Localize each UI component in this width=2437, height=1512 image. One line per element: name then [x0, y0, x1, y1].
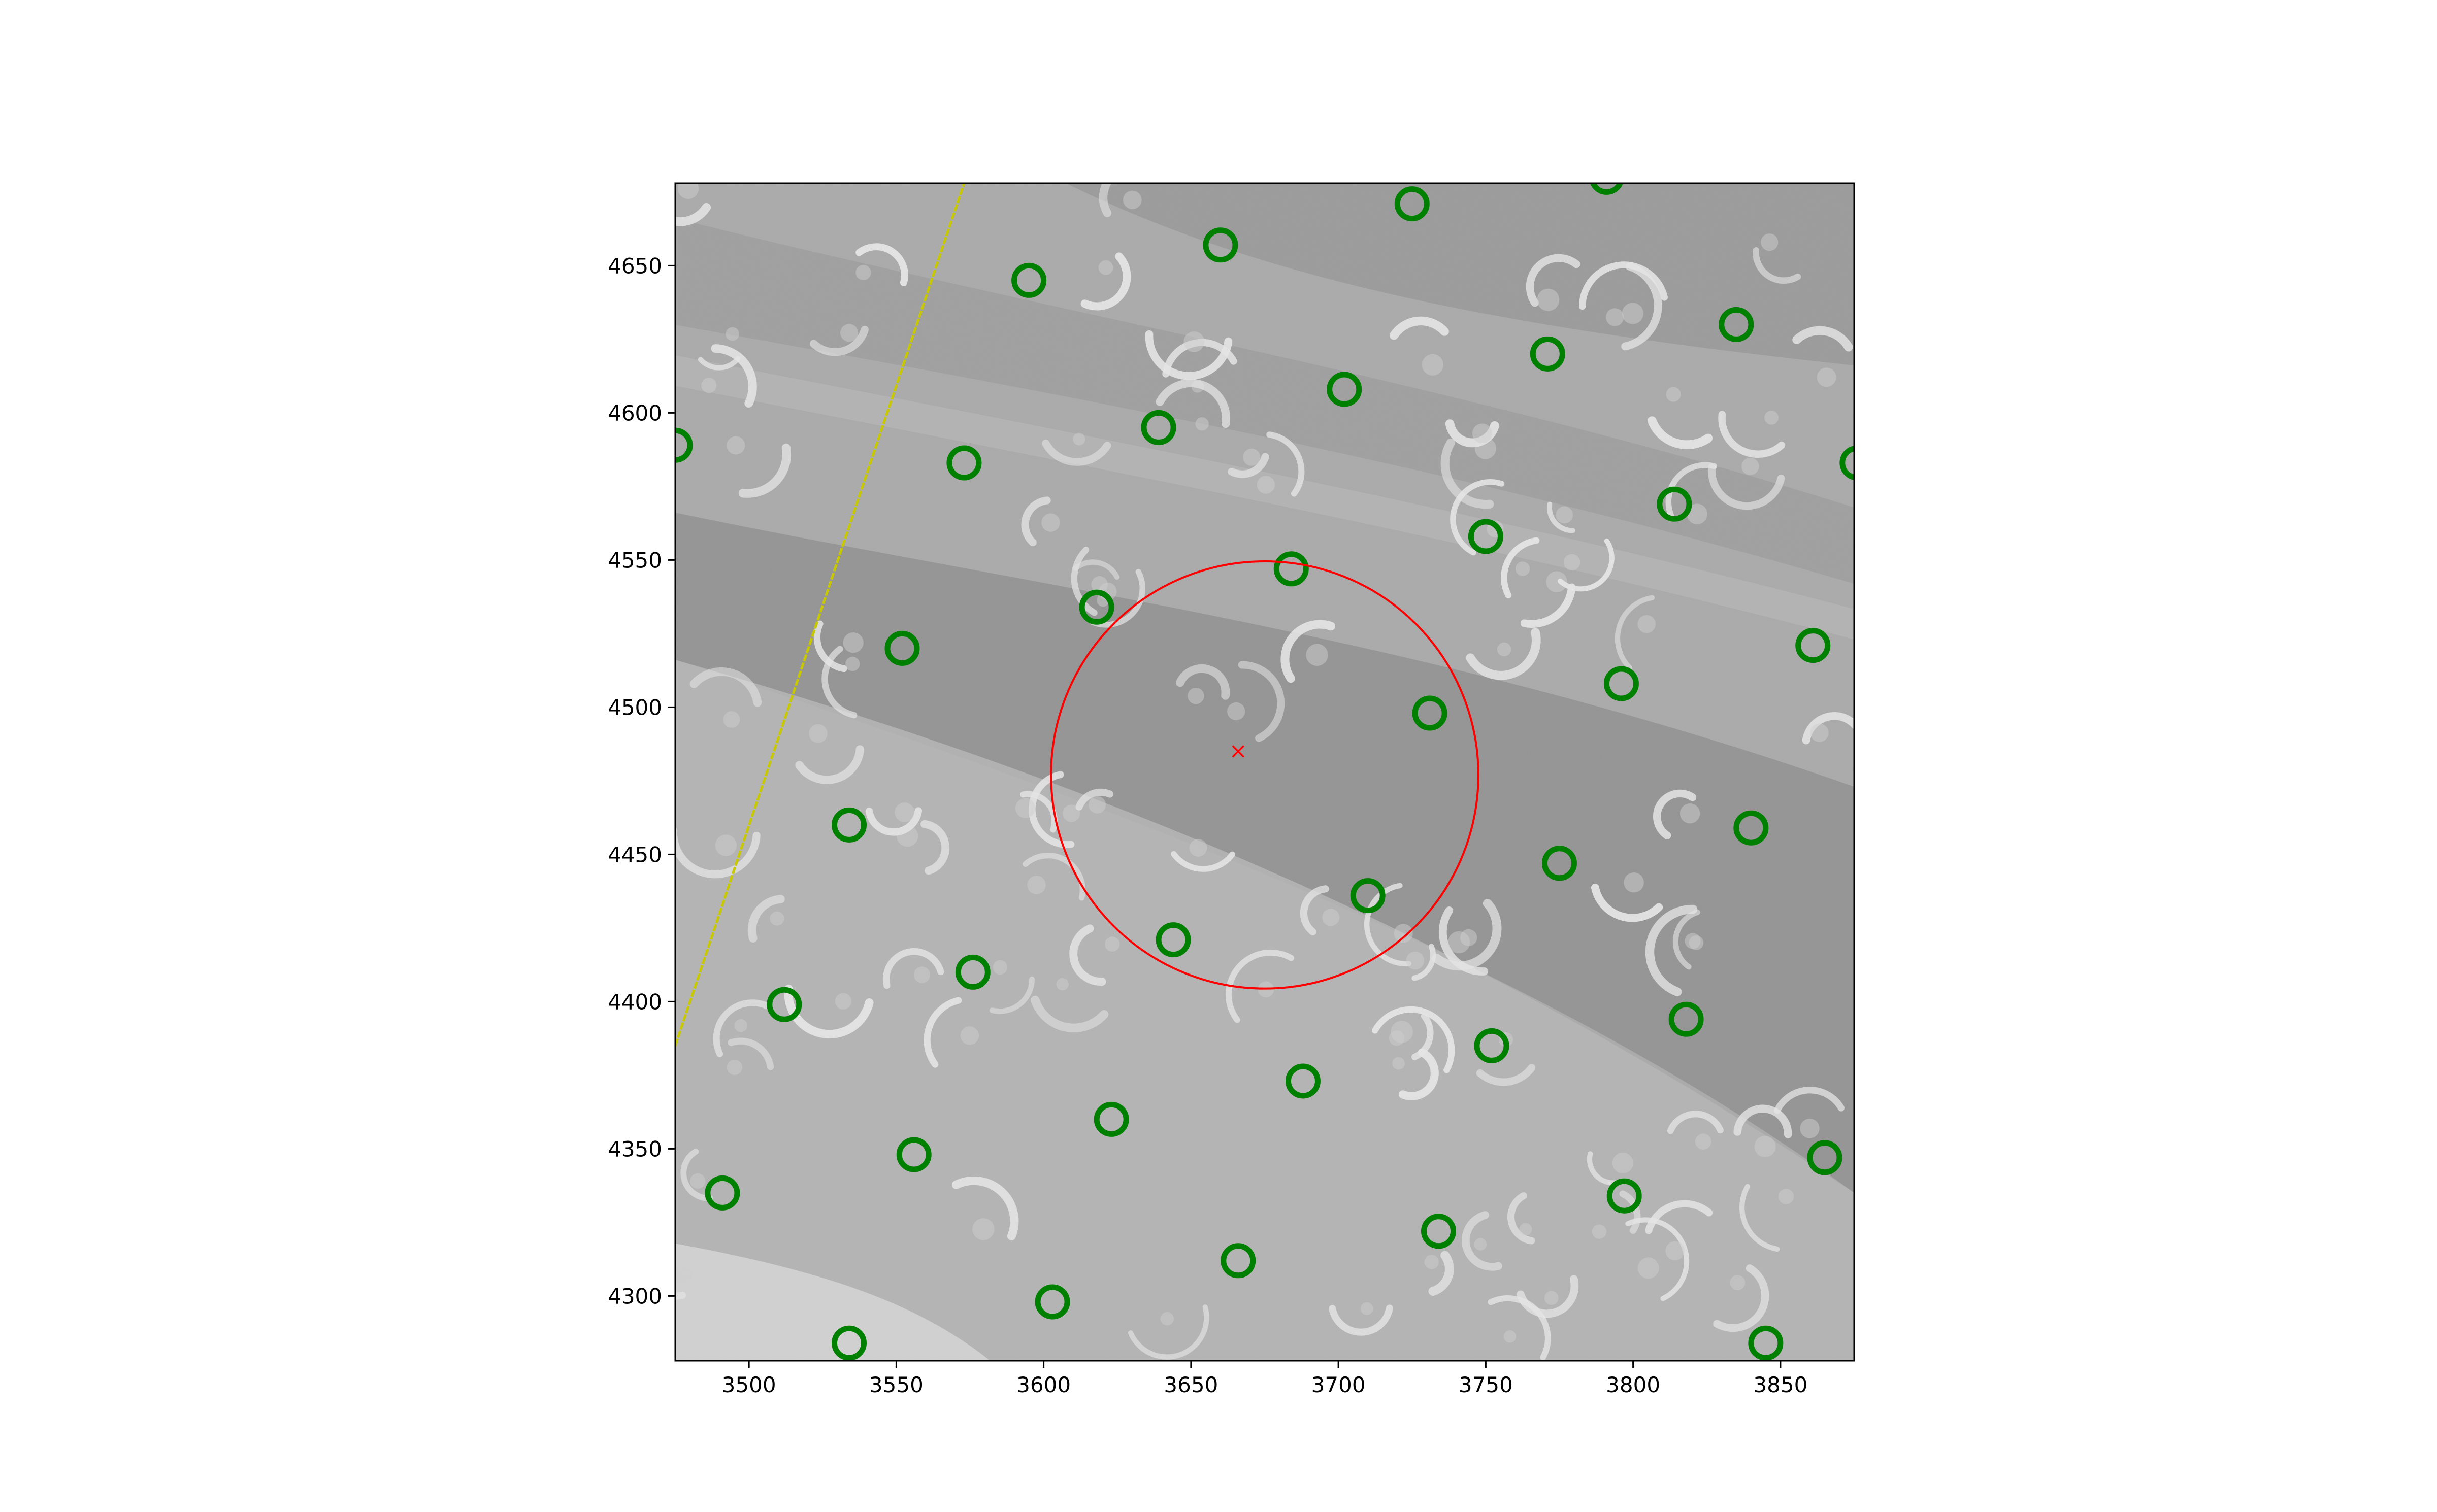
particle-marker — [1839, 446, 1854, 480]
particle-marker — [1657, 486, 1692, 522]
particle-marker — [675, 427, 693, 463]
axes-frame — [674, 182, 1855, 1362]
particle-marker — [1795, 628, 1831, 663]
particle-marker — [1474, 1028, 1509, 1063]
y-tick-label: 4400 — [608, 989, 662, 1014]
particle-marker — [1285, 1063, 1321, 1099]
particle-marker — [1203, 227, 1238, 263]
particle-marker — [705, 1175, 740, 1211]
x-tick-label: 3850 — [1753, 1372, 1807, 1397]
particle-marker — [1603, 666, 1639, 701]
particle-marker — [1421, 1214, 1456, 1249]
particle-marker — [1542, 846, 1577, 881]
particle-marker — [896, 1137, 932, 1172]
particle-marker — [946, 445, 982, 481]
particle-marker — [1412, 695, 1447, 731]
particle-marker — [1273, 551, 1309, 587]
particle-marker — [1733, 810, 1769, 846]
target-circle — [1050, 560, 1479, 990]
particle-marker — [1141, 410, 1176, 445]
particle-marker — [1035, 1284, 1070, 1320]
x-tick-label: 3750 — [1459, 1372, 1513, 1397]
x-tick-label: 3600 — [1016, 1372, 1071, 1397]
center-x-marker — [1232, 745, 1244, 758]
particle-marker — [1807, 1140, 1842, 1175]
particle-marker — [1327, 372, 1362, 407]
particle-marker — [1394, 186, 1430, 222]
y-tick-label: 4550 — [608, 548, 662, 573]
particle-marker — [767, 987, 802, 1022]
x-tick-label: 3550 — [869, 1372, 924, 1397]
particle-marker — [1748, 1325, 1784, 1361]
particle-marker — [1530, 336, 1565, 372]
y-tick-label: 4600 — [608, 400, 662, 425]
particle-marker — [1590, 183, 1623, 195]
overlay-markers — [675, 183, 1854, 1361]
particle-marker — [1350, 878, 1386, 914]
y-tick-label: 4650 — [608, 253, 662, 278]
particle-marker — [1468, 519, 1503, 554]
particle-marker — [955, 954, 991, 990]
x-tick-label: 3800 — [1606, 1372, 1660, 1397]
x-tick-label: 3700 — [1311, 1372, 1366, 1397]
y-tick-label: 4500 — [608, 695, 662, 720]
x-tick-label: 3500 — [722, 1372, 776, 1397]
particle-marker — [1719, 307, 1754, 342]
micrograph-image — [675, 183, 1854, 1361]
particle-marker — [1011, 262, 1047, 298]
particle-marker — [1079, 589, 1114, 625]
axis-ticks: 3500 3550 3600 3650 3700 3750 3800 3850 4300 4350… — [608, 253, 1807, 1397]
particle-marker — [1221, 1243, 1256, 1279]
y-tick-label: 4300 — [608, 1284, 662, 1308]
x-tick-label: 3650 — [1164, 1372, 1218, 1397]
particle-marker — [1668, 1001, 1704, 1037]
y-tick-label: 4450 — [608, 842, 662, 867]
particle-marker — [884, 630, 920, 666]
particle-marker — [831, 807, 867, 843]
particle-marker — [1156, 922, 1191, 958]
y-tick-label: 4350 — [608, 1136, 662, 1161]
particle-marker — [1094, 1101, 1129, 1137]
particle-marker — [1606, 1178, 1642, 1214]
particle-marker — [831, 1325, 867, 1361]
edge-line — [675, 183, 966, 1047]
